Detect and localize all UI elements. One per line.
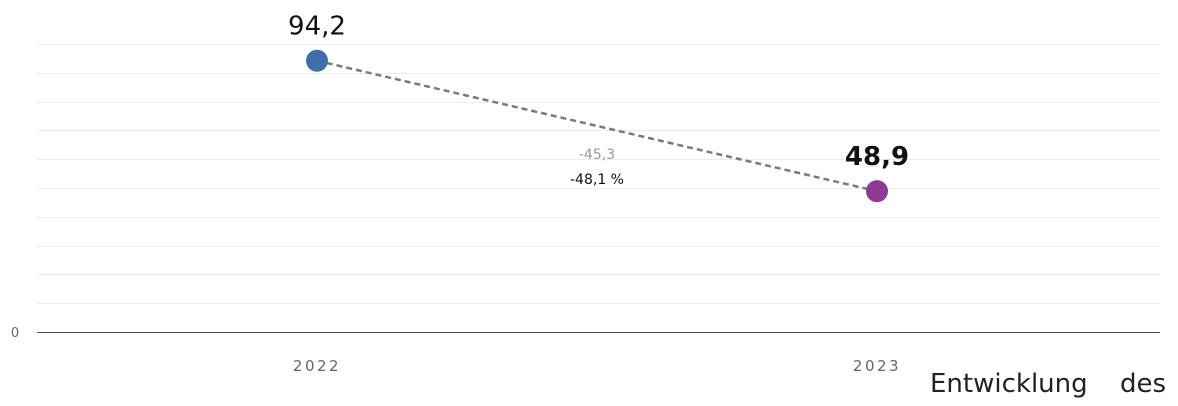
gridlines — [37, 44, 1160, 304]
x-tick-label: 2022 — [293, 357, 341, 375]
change-connector-line — [316, 59, 878, 193]
x-tick-label: 2023 — [853, 357, 901, 375]
y-tick-label: 0 — [11, 326, 19, 341]
change-percent-label: -48,1 % — [570, 172, 624, 188]
caption-text: Entwicklung des — [930, 369, 1166, 399]
value-labels: 94,2 48,9 — [288, 12, 909, 172]
value-label: 48,9 — [845, 142, 909, 172]
y-axis-ticks: 0 — [11, 326, 19, 341]
change-absolute-label: -45,3 — [579, 147, 615, 163]
data-points — [306, 49, 888, 203]
data-point — [866, 180, 888, 203]
x-axis-ticks: 2022 2023 — [293, 357, 901, 375]
value-label: 94,2 — [288, 12, 346, 42]
change-annotation: -45,3 -48,1 % — [570, 147, 624, 188]
data-point — [306, 49, 328, 72]
